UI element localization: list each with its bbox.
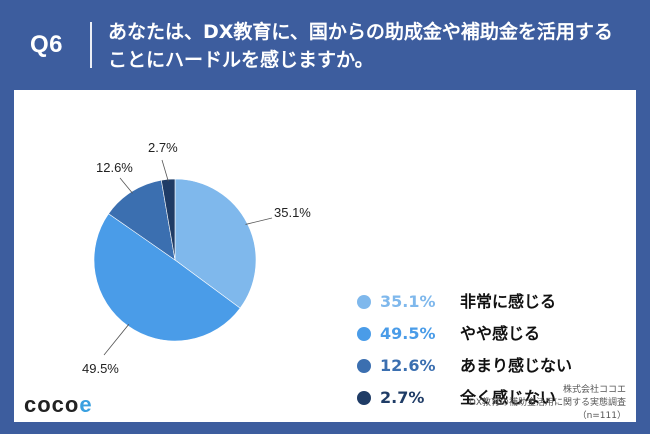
- legend-label-3: あまり感じない: [460, 356, 573, 375]
- cocoe-logo: cocoe: [24, 392, 93, 418]
- credit-block: 株式会社ココエ DX教育の補助金活用に関する実態調査 （n=111）: [469, 384, 626, 423]
- legend-pct-3: 12.6%: [380, 356, 436, 375]
- question-text: あなたは、DX教育に、国からの助成金や補助金を活用することにハードルを感じますか…: [108, 21, 613, 71]
- question-label: Q6: [30, 31, 64, 58]
- question-header: Q6 あなたは、DX教育に、国からの助成金や補助金を活用することにハードルを感じ…: [0, 0, 650, 86]
- slice-label-4: 2.7%: [148, 140, 178, 155]
- header-divider: [90, 22, 92, 68]
- legend-item-3: 12.6% あまり感じない: [357, 354, 637, 378]
- legend-pct-1: 35.1%: [380, 292, 436, 311]
- legend-pct-2: 49.5%: [380, 324, 436, 343]
- leader-line-2: [103, 323, 130, 356]
- slice-label-3: 12.6%: [96, 160, 133, 175]
- legend-item-4: 2.7% 全く感じない: [357, 386, 637, 410]
- logo-accent: e: [79, 392, 93, 417]
- legend-dot-2: [357, 327, 371, 341]
- legend-label-2: やや感じる: [460, 324, 541, 343]
- credit-company: 株式会社ココエ: [562, 385, 626, 395]
- chart-card: 35.1% 非常に感じる 49.5% やや感じる 12.6% あまり感じない 2…: [14, 90, 636, 422]
- pie-slice-1: [174, 178, 257, 309]
- credit-sample: （n=111）: [577, 411, 626, 421]
- legend-label-4: 全く感じない: [460, 388, 557, 407]
- slice-label-1: 35.1%: [274, 205, 311, 220]
- credit-survey: DX教育の補助金活用に関する実態調査: [468, 398, 626, 408]
- leader-line-3: [119, 177, 133, 194]
- slice-label-2: 49.5%: [82, 361, 119, 376]
- legend-dot-1: [357, 295, 371, 309]
- pie-chart: [93, 159, 273, 356]
- legend-item-1: 35.1% 非常に感じる: [357, 290, 637, 314]
- leader-line-4: [161, 159, 169, 182]
- logo-text: coco: [24, 392, 80, 417]
- legend-label-1: 非常に感じる: [460, 292, 557, 311]
- legend-pct-4: 2.7%: [380, 388, 425, 407]
- legend-dot-3: [357, 359, 371, 373]
- legend-dot-4: [357, 391, 371, 405]
- pie-slice-4: [160, 178, 176, 261]
- legend-item-2: 49.5% やや感じる: [357, 322, 637, 346]
- leader-line-1: [245, 217, 273, 225]
